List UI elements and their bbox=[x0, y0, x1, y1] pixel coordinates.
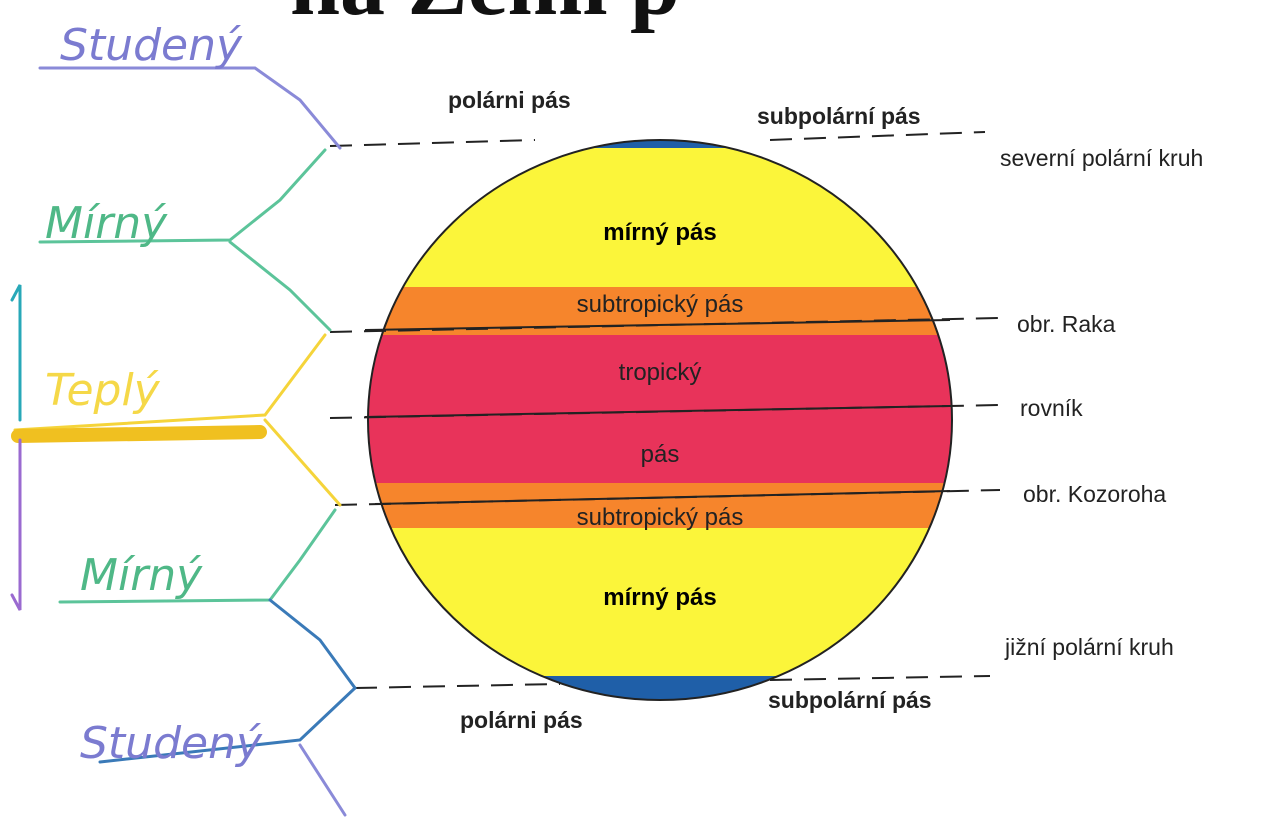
hand-label: Studený bbox=[80, 718, 263, 769]
hand-label: Studený bbox=[60, 20, 243, 71]
worksheet: na Zemi p Studen bbox=[0, 0, 1283, 823]
south-circle-line bbox=[355, 684, 560, 688]
south-circle-line bbox=[770, 676, 990, 680]
zone-label: mírný pás bbox=[603, 584, 716, 611]
hand-label: Teplý bbox=[45, 365, 161, 416]
zone-label: mírný pás bbox=[603, 219, 716, 246]
equator-label: rovník bbox=[1020, 395, 1083, 421]
hand-label: Mírný bbox=[80, 550, 203, 601]
polar-label: polárni pás bbox=[448, 87, 571, 113]
arrow-down bbox=[12, 440, 20, 610]
bracket-temperate-south bbox=[270, 600, 355, 688]
zone-label: subtropický pás bbox=[577, 504, 744, 531]
temperate-band-north bbox=[360, 148, 960, 287]
hand-label: Mírný bbox=[45, 198, 168, 249]
arrow-up bbox=[12, 285, 20, 420]
globe bbox=[360, 130, 960, 706]
north-circle-line bbox=[330, 140, 535, 146]
zone-label: pás bbox=[641, 441, 680, 468]
subpolar-label: subpolární pás bbox=[768, 687, 932, 713]
title: na Zemi p bbox=[290, 0, 680, 34]
north-circle-line bbox=[770, 132, 985, 140]
zone-label: tropický bbox=[619, 359, 702, 386]
tropic-label: obr. Kozoroha bbox=[1023, 481, 1166, 507]
warm-highlight bbox=[18, 432, 260, 436]
subpolar-label: subpolární pás bbox=[757, 103, 921, 129]
bracket-warm bbox=[265, 420, 340, 505]
brackets bbox=[12, 68, 355, 815]
zone-label: subtropický pás bbox=[577, 291, 744, 318]
bracket-cold-south bbox=[300, 745, 345, 815]
bracket-temperate-north bbox=[230, 242, 330, 330]
polar-label: polárni pás bbox=[460, 707, 583, 733]
tropic-label: obr. Raka bbox=[1017, 311, 1116, 337]
bracket-cold-north bbox=[40, 68, 340, 148]
circle-label: severní polární kruh bbox=[1000, 145, 1203, 171]
circle-label: jižní polární kruh bbox=[1004, 634, 1174, 660]
